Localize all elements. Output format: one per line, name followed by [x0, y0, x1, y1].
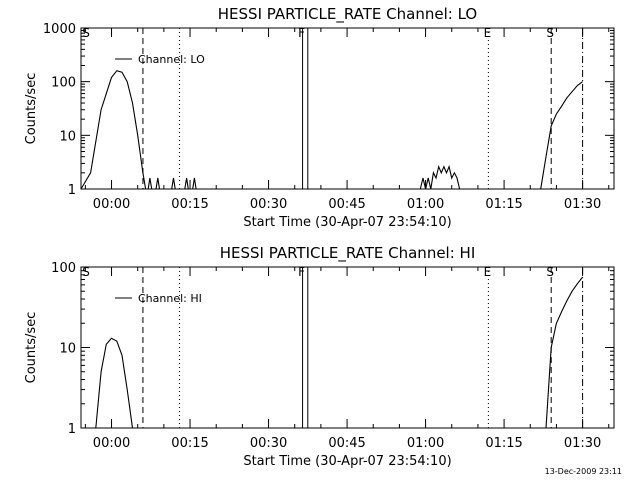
y-tick-label: 10 — [59, 129, 76, 144]
series-line — [184, 177, 189, 190]
event-marker-label: E — [484, 265, 492, 279]
event-marker-label: S — [82, 26, 90, 40]
event-marker-label: F — [298, 265, 305, 279]
x-tick-label: 00:45 — [328, 436, 365, 451]
x-tick-label: 00:00 — [93, 197, 130, 212]
x-tick-label: 01:30 — [564, 436, 601, 451]
x-tick-label: 01:15 — [485, 197, 522, 212]
x-axis-label: Start Time (30-Apr-07 23:54:10) — [243, 454, 451, 469]
event-marker-label: S — [546, 26, 554, 40]
series-line — [155, 177, 161, 190]
x-tick-label: 00:15 — [171, 197, 208, 212]
series-line — [171, 177, 176, 190]
series-line — [147, 177, 153, 190]
series-line — [95, 337, 134, 429]
x-tick-label: 01:00 — [407, 436, 444, 451]
series-line — [545, 276, 584, 429]
y-axis-label: Counts/sec — [24, 312, 39, 384]
series-line — [192, 177, 197, 190]
x-tick-label: 00:30 — [250, 436, 287, 451]
series-line — [540, 81, 583, 190]
event-marker-label: S — [546, 265, 554, 279]
x-tick-label: 01:15 — [485, 436, 522, 451]
y-tick-label: 100 — [51, 76, 76, 91]
legend-entry: Channel: LO — [138, 53, 205, 66]
x-tick-label: 00:00 — [93, 436, 130, 451]
x-tick-label: 00:30 — [250, 197, 287, 212]
y-tick-label: 10 — [59, 342, 76, 357]
y-axis-label: Counts/sec — [24, 73, 39, 145]
x-tick-label: 00:15 — [171, 436, 208, 451]
x-axis-label: Start Time (30-Apr-07 23:54:10) — [243, 215, 451, 230]
y-tick-label: 1 — [68, 422, 76, 437]
chart-title: HESSI PARTICLE_RATE Channel: LO — [218, 5, 477, 24]
chart-title: HESSI PARTICLE_RATE Channel: HI — [220, 244, 476, 263]
footer-timestamp: 13-Dec-2009 23:11 — [545, 467, 622, 476]
y-tick-label: 1 — [68, 183, 76, 198]
legend-entry: Channel: HI — [138, 292, 202, 305]
series-line — [419, 164, 463, 190]
x-tick-label: 01:30 — [564, 197, 601, 212]
event-marker-label: S — [82, 265, 90, 279]
x-tick-label: 01:00 — [407, 197, 444, 212]
y-tick-label: 100 — [51, 261, 76, 276]
y-tick-label: 1000 — [43, 22, 76, 37]
series-line — [80, 70, 147, 190]
event-marker-label: F — [298, 26, 305, 40]
event-marker-label: E — [484, 26, 492, 40]
x-tick-label: 00:45 — [328, 197, 365, 212]
